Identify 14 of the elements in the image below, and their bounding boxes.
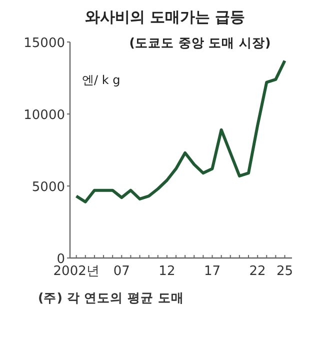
xtick: 07: [113, 264, 130, 279]
ytick: 15000: [24, 36, 65, 51]
xtick: 25: [276, 264, 294, 279]
ytick: 0: [56, 252, 65, 267]
xtick: 2002년: [53, 264, 100, 279]
annotation: (주) 각 연도의 평균 도매: [38, 290, 184, 305]
title: 와사비의 도매가는 급등: [84, 8, 246, 26]
xtick: 12: [158, 264, 176, 279]
subtitle: (도쿄도 중앙 도매 시장): [129, 35, 271, 50]
ylabel: 엔/ k g: [82, 73, 120, 87]
ytick: 10000: [24, 108, 65, 123]
xtick: 22: [249, 264, 266, 279]
ytick: 5000: [32, 180, 65, 195]
xtick: 17: [204, 264, 221, 279]
